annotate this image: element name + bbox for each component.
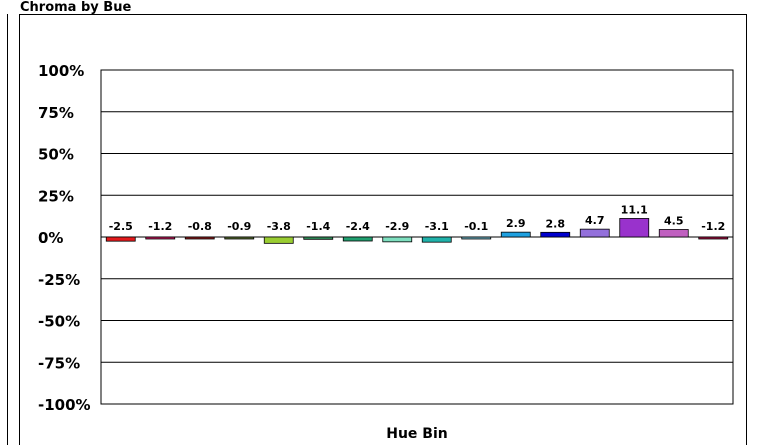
data-label: 11.1 xyxy=(621,203,648,216)
bar xyxy=(145,236,176,240)
y-tick-label: -50% xyxy=(38,313,80,331)
bar xyxy=(540,231,571,238)
bar xyxy=(579,228,610,238)
bar xyxy=(698,236,729,240)
bar xyxy=(658,229,689,238)
y-tick-label: 75% xyxy=(38,104,74,122)
data-label: -3.8 xyxy=(267,220,291,233)
data-label: -0.8 xyxy=(188,220,212,233)
y-tick-label: 50% xyxy=(38,146,74,164)
bar xyxy=(105,236,136,242)
data-label: -3.1 xyxy=(425,220,449,233)
y-tick-label: 0% xyxy=(38,229,63,247)
data-label: -0.9 xyxy=(227,220,251,233)
bar xyxy=(184,236,215,240)
data-label: -1.4 xyxy=(306,220,330,233)
data-label: -0.1 xyxy=(464,220,488,233)
x-axis-title: Hue Bin xyxy=(386,426,448,442)
bar xyxy=(461,236,492,240)
outer-frame-edge xyxy=(0,14,8,445)
data-label: -2.9 xyxy=(385,220,409,233)
bars xyxy=(105,218,729,244)
data-label: 2.9 xyxy=(506,217,526,230)
data-label: -2.4 xyxy=(346,220,370,233)
data-label: 2.8 xyxy=(546,217,566,230)
chart-panel xyxy=(19,14,747,445)
plot-area xyxy=(100,69,734,405)
bar xyxy=(500,231,531,238)
bar xyxy=(342,236,373,242)
data-label: -2.5 xyxy=(109,220,133,233)
y-tick-label: -75% xyxy=(38,354,80,372)
bar xyxy=(382,236,413,243)
y-tick-label: 100% xyxy=(38,62,84,80)
bar xyxy=(263,236,294,244)
y-tick-label: -100% xyxy=(38,396,91,414)
bar xyxy=(421,236,452,243)
data-label: 4.7 xyxy=(585,214,605,227)
bar xyxy=(619,218,650,238)
data-labels: -2.5 -1.2 -0.8 -0.9 -3.8 -1.4 -2.4 -2.9 -3.1 -0.1… xyxy=(109,203,726,233)
data-label: -1.2 xyxy=(701,220,725,233)
data-label: 4.5 xyxy=(664,214,684,227)
y-tick-label: 25% xyxy=(38,187,74,205)
bar xyxy=(303,236,334,240)
chart-title: Chroma by Bue xyxy=(20,0,132,15)
y-axis-ticks: 100% 75% 50% 25% 0% -25% -50% -75% -100% xyxy=(38,62,91,414)
bar xyxy=(224,236,255,240)
data-label: -1.2 xyxy=(148,220,172,233)
y-tick-label: -25% xyxy=(38,271,80,289)
